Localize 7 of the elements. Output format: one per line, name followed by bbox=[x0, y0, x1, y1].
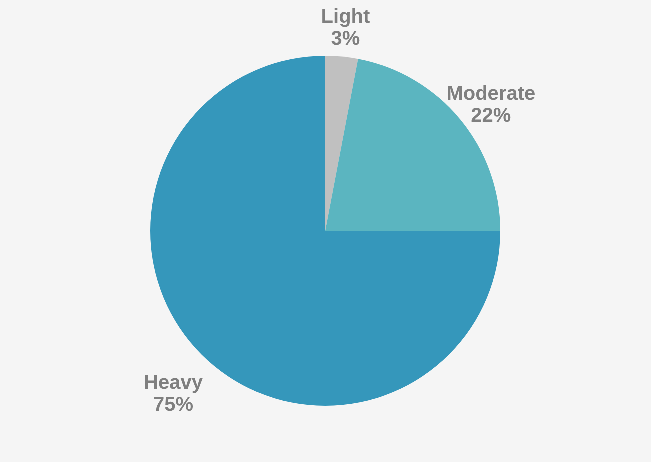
pie-slice bbox=[326, 56, 358, 231]
slice-label: Light bbox=[321, 6, 371, 28]
slice-label: Moderate bbox=[446, 82, 536, 105]
slice-label: Heavy bbox=[144, 372, 204, 394]
data-label: 22% bbox=[471, 104, 512, 127]
data-label: 75% bbox=[153, 394, 194, 416]
data-label: 3% bbox=[331, 28, 360, 50]
